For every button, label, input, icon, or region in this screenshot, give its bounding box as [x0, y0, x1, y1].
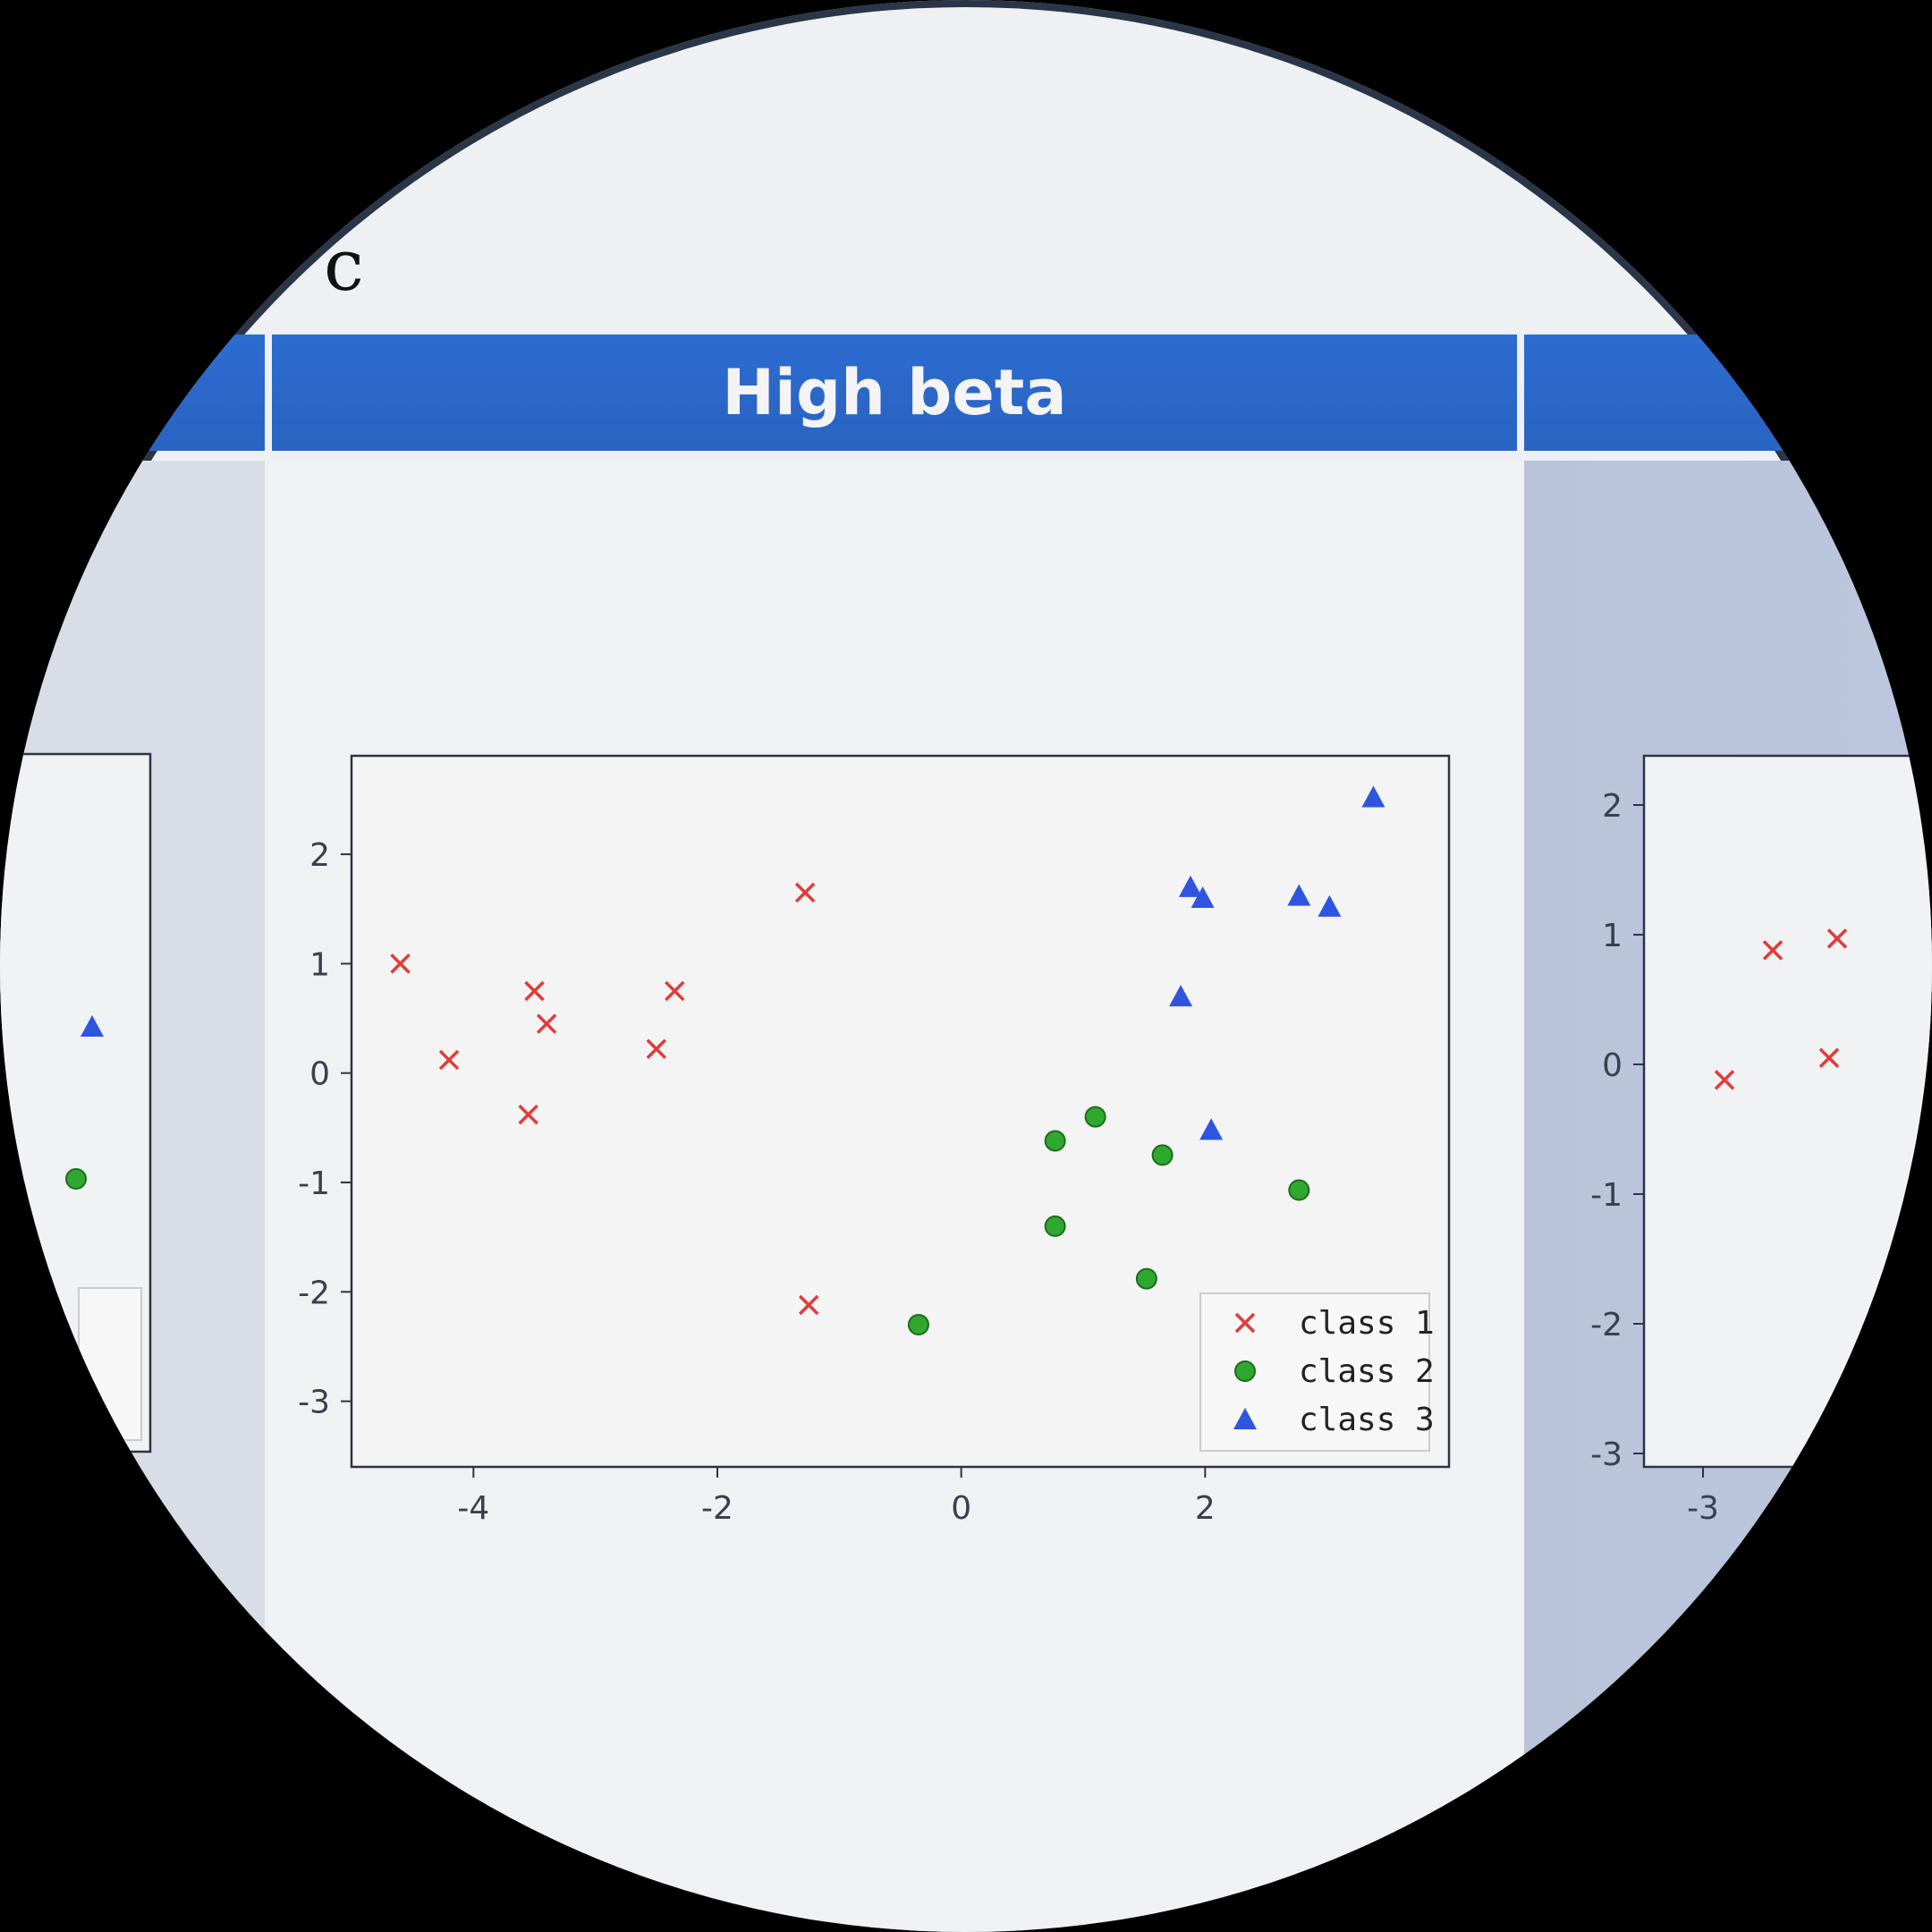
legend-label-1: class 1 [1299, 1305, 1435, 1342]
point-class-3 [1169, 985, 1193, 1007]
point-class-1 [665, 980, 685, 1002]
legend-label-2: class 2 [1299, 1353, 1435, 1390]
left-point [80, 1015, 104, 1038]
x-tick-label: 2 [1195, 1490, 1216, 1527]
y-tick-label: -2 [298, 1275, 330, 1311]
legend-marker-2 [1234, 1360, 1256, 1382]
right-y-tick-label: 1 [1602, 918, 1623, 954]
corner-glyph: c [324, 224, 364, 307]
point-class-3 [1199, 1118, 1224, 1140]
point-class-1 [536, 1013, 557, 1034]
x-tick-label: -2 [701, 1490, 733, 1527]
x-tick-label: 0 [951, 1490, 971, 1527]
point-class-1 [524, 980, 545, 1002]
right-plot-frame [1642, 754, 1932, 1469]
left-legend-box [78, 1287, 142, 1441]
point-class-3 [1178, 875, 1202, 897]
point-class-2 [1151, 1144, 1174, 1166]
point-class-3 [1287, 884, 1311, 906]
y-tick-label: 1 [309, 946, 330, 983]
y-tick-label: -3 [298, 1385, 330, 1421]
main-plot: -4 -2 0 2 2 1 0 -1 -2 -3 class 1 class 2 class 3 [298, 754, 1451, 1527]
legend-label-3: class 3 [1299, 1402, 1435, 1438]
y-tick-label: 2 [309, 837, 330, 874]
legend-marker-3 [1233, 1408, 1257, 1430]
left-partial-plot [0, 752, 152, 1453]
right-point [1714, 1070, 1735, 1090]
point-class-2 [1135, 1267, 1157, 1290]
right-point [1826, 928, 1848, 949]
right-x-tick-label: -3 [1687, 1490, 1719, 1527]
right-y-tick-label: -1 [1590, 1177, 1623, 1214]
point-class-2 [907, 1314, 929, 1335]
point-class-3 [1191, 886, 1215, 909]
y-tick-label: 0 [309, 1056, 330, 1093]
right-partial-plot: 2 1 0 -1 -2 -3 -3 [1590, 754, 1932, 1527]
point-class-1 [646, 1038, 667, 1060]
left-panel-header [0, 335, 265, 451]
point-class-3 [1318, 894, 1342, 917]
x-tick-label: -4 [457, 1490, 489, 1527]
left-point [65, 1168, 87, 1190]
point-class-1 [518, 1104, 538, 1125]
point-class-2 [1288, 1179, 1310, 1201]
point-class-2 [1084, 1106, 1106, 1128]
main-panel-header [272, 335, 1517, 451]
y-tick-label: -1 [298, 1165, 330, 1202]
right-y-tick-label: -3 [1590, 1436, 1623, 1473]
point-class-2 [1044, 1130, 1066, 1152]
chart-title: High beta [722, 356, 1067, 429]
point-class-1 [438, 1049, 460, 1071]
right-y-tick-label: -2 [1590, 1307, 1623, 1343]
point-class-3 [1361, 785, 1385, 808]
point-class-2 [1044, 1215, 1066, 1237]
right-y-tick-label: 0 [1602, 1047, 1623, 1084]
right-point [1762, 940, 1784, 961]
right-point [1818, 1047, 1840, 1068]
legend-marker-1 [1234, 1312, 1256, 1334]
right-y-tick-label: 2 [1602, 788, 1623, 825]
right-panel-header [1524, 335, 1932, 451]
left-plot-frame [0, 752, 152, 1453]
point-class-1 [799, 1294, 819, 1316]
point-class-1 [390, 953, 411, 974]
point-class-1 [794, 882, 816, 903]
